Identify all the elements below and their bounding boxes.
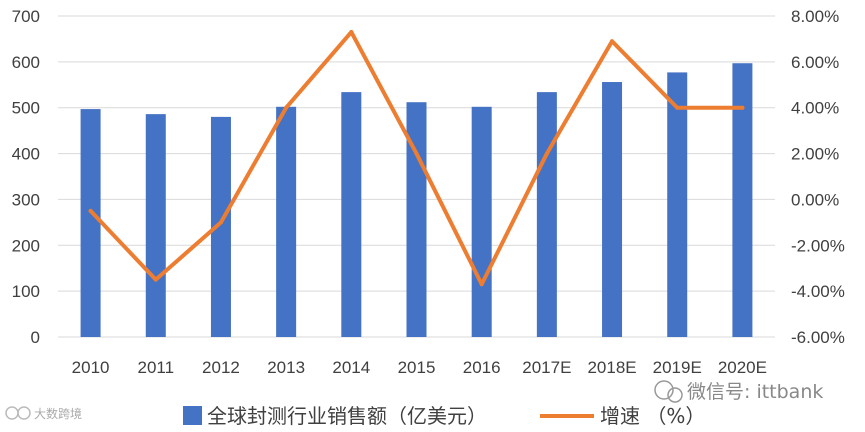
right-tick-label: 2.00% (791, 145, 839, 164)
x-tick-label: 2016 (463, 358, 501, 377)
x-tick-label: 2014 (332, 358, 370, 377)
corner-logo-icon (5, 406, 31, 420)
x-axis-ticks: 2010 2011 2012 2013 2014 2015 2016 2017E 2018E 20… (72, 358, 767, 377)
growth-point (88, 208, 93, 213)
right-axis-ticks: -6.00% -4.00% -2.00% 0.00% 2.00% 4.00% 6.00% 8.… (791, 7, 845, 347)
wechat-watermark: 微信号: ittbank (654, 380, 823, 403)
legend-bar-label: 全球封测行业销售额（亿美元） (207, 404, 487, 428)
x-tick-label: 2019E (653, 358, 702, 377)
growth-point (740, 105, 745, 110)
legend-line-label: 增速 （%） (600, 404, 705, 428)
x-tick-label: 2018E (587, 358, 636, 377)
legend: 全球封测行业销售额（亿美元） 增速 （%） (183, 404, 705, 428)
left-tick-label: 300 (12, 190, 40, 209)
legend-bar-swatch (183, 406, 202, 425)
bar (145, 114, 166, 338)
left-tick-label: 600 (12, 53, 40, 72)
bar (667, 72, 688, 337)
x-tick-label: 2017E (522, 358, 571, 377)
left-tick-label: 0 (31, 328, 40, 347)
left-tick-label: 400 (12, 145, 40, 164)
right-tick-label: 4.00% (791, 99, 839, 118)
bar (732, 63, 753, 338)
growth-point (349, 30, 354, 35)
left-tick-label: 100 (12, 282, 40, 301)
growth-point (153, 277, 158, 282)
bar (341, 92, 362, 337)
wechat-icon (654, 380, 683, 403)
x-tick-label: 2013 (267, 358, 305, 377)
right-tick-label: -6.00% (791, 328, 845, 347)
wechat-watermark-text: 微信号: ittbank (687, 381, 823, 403)
left-tick-label: 500 (12, 99, 40, 118)
right-tick-label: -4.00% (791, 282, 845, 301)
corner-watermark: 大数跨境 (5, 406, 82, 421)
bar-series (80, 63, 753, 338)
bar (276, 106, 297, 337)
bar (471, 106, 492, 337)
right-tick-label: 8.00% (791, 7, 839, 26)
right-tick-label: 0.00% (791, 190, 839, 209)
x-tick-label: 2010 (72, 358, 110, 377)
growth-point (284, 105, 289, 110)
growth-point (218, 220, 223, 225)
line-series (88, 30, 745, 287)
x-tick-label: 2015 (398, 358, 436, 377)
growth-point (414, 151, 419, 156)
x-tick-label: 2020E (718, 358, 767, 377)
growth-point (544, 151, 549, 156)
bar (602, 82, 623, 337)
bar (210, 116, 231, 337)
bar (80, 109, 101, 337)
left-tick-label: 700 (12, 7, 40, 26)
x-tick-label: 2011 (137, 358, 174, 377)
x-tick-label: 2012 (202, 358, 240, 377)
left-axis-ticks: 0 100 200 300 400 500 600 700 (12, 7, 40, 347)
corner-watermark-text: 大数跨境 (34, 406, 82, 421)
left-tick-label: 200 (12, 236, 40, 255)
growth-point (479, 282, 484, 287)
growth-point (610, 39, 615, 44)
right-tick-label: 6.00% (791, 53, 839, 72)
bar (536, 92, 557, 337)
growth-point (675, 105, 680, 110)
right-tick-label: -2.00% (791, 236, 845, 255)
